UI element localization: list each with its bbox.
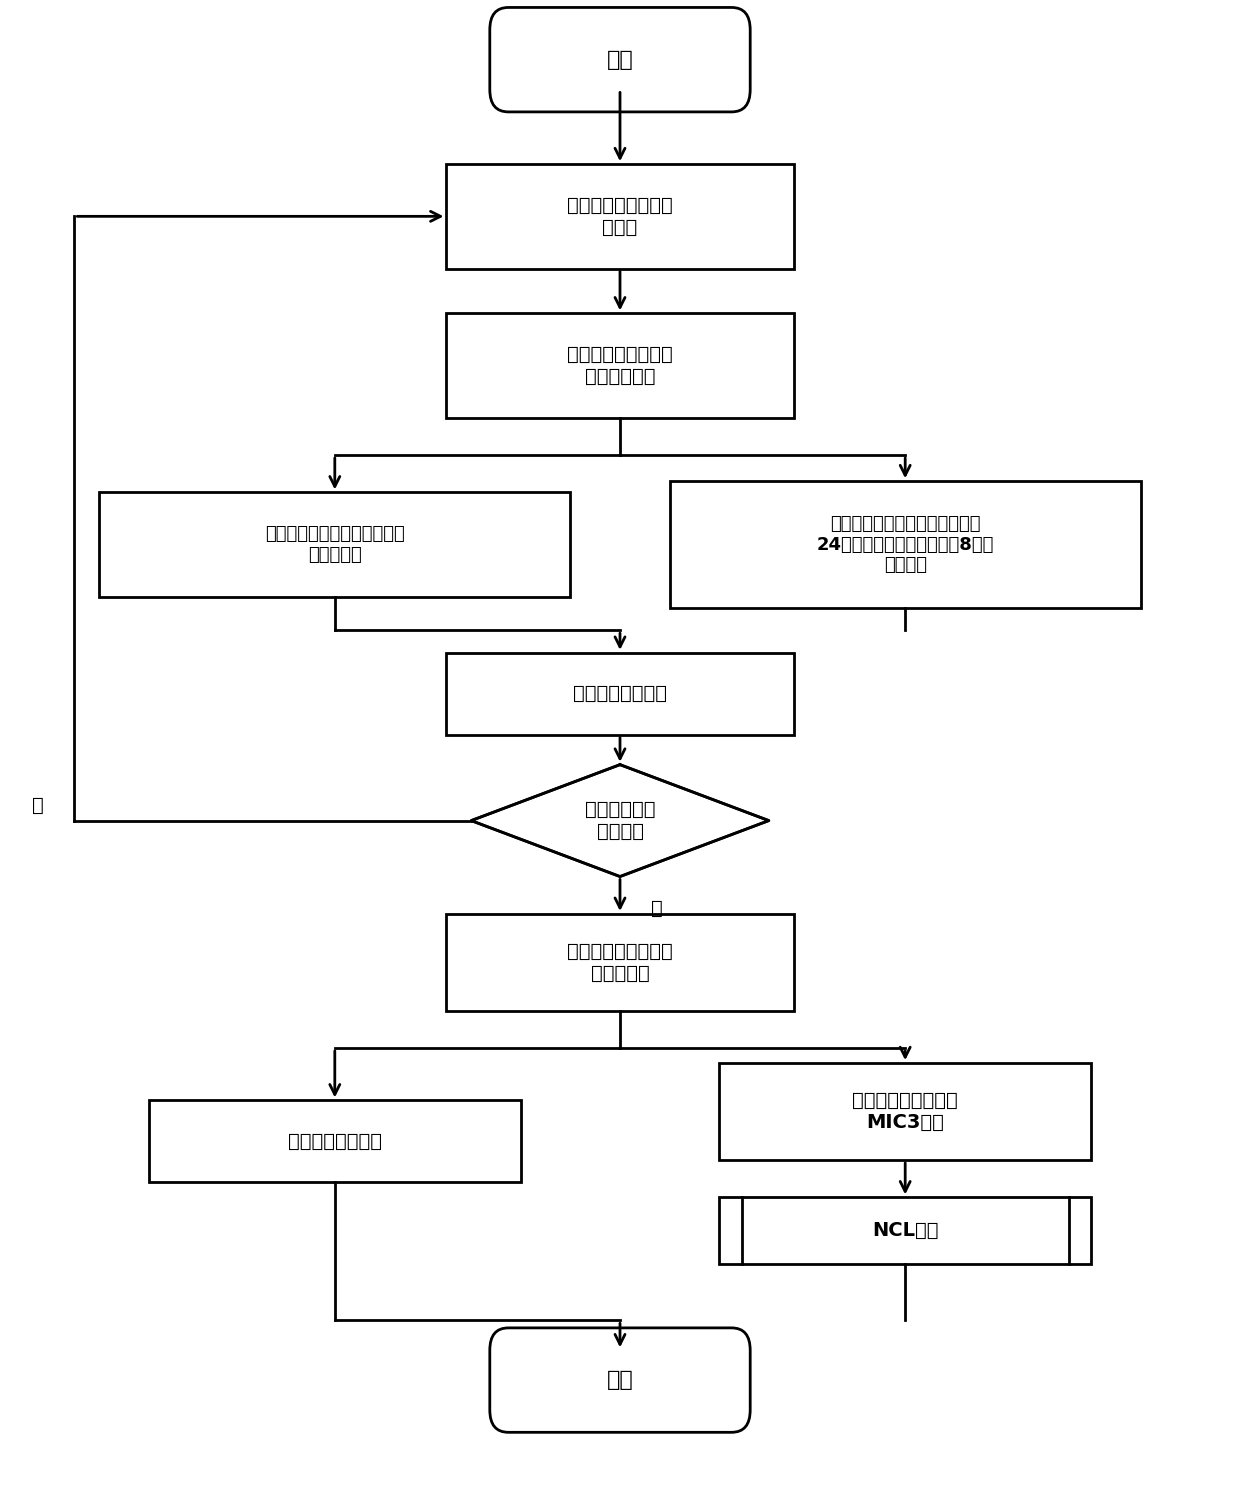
Bar <box>719 1062 1091 1161</box>
Bar <box>670 480 1141 609</box>
Bar <box>446 313 794 418</box>
Bar <box>446 913 794 1012</box>
Text: NCL出图: NCL出图 <box>872 1222 939 1240</box>
Text: 判断数据文件
是否完整: 判断数据文件 是否完整 <box>585 800 655 841</box>
Text: 计算采集时刻的各污染物的滑动
24小时平均浓度及臭氧滑动8小时
平均浓度: 计算采集时刻的各污染物的滑动 24小时平均浓度及臭氧滑动8小时 平均浓度 <box>816 515 994 574</box>
Text: 环境监测数据入库: 环境监测数据入库 <box>288 1132 382 1150</box>
Text: 查询采集时刻的小时数据表中
的监测数据: 查询采集时刻的小时数据表中 的监测数据 <box>265 525 404 564</box>
Polygon shape <box>471 764 769 876</box>
Text: 数据转换并统计入库
站点小时表: 数据转换并统计入库 站点小时表 <box>567 941 673 983</box>
Text: 是: 是 <box>651 898 662 918</box>
Text: 获取采集站数据所在
的小时数据表: 获取采集站数据所在 的小时数据表 <box>567 345 673 386</box>
Text: 查询所要采集站的站
点信息: 查询所要采集站的站 点信息 <box>567 195 673 237</box>
Text: 站点小时统计表生成
MIC3文件: 站点小时统计表生成 MIC3文件 <box>852 1091 959 1132</box>
Bar <box>446 164 794 269</box>
Bar <box>719 1197 1091 1265</box>
FancyBboxPatch shape <box>490 1328 750 1432</box>
FancyBboxPatch shape <box>490 7 750 112</box>
Bar <box>149 1101 521 1182</box>
Text: 否: 否 <box>32 797 43 815</box>
Bar <box>99 492 570 597</box>
Text: 开始: 开始 <box>606 49 634 70</box>
Bar <box>446 652 794 734</box>
Text: 结束: 结束 <box>606 1370 634 1391</box>
Text: 数据采集入临时表: 数据采集入临时表 <box>573 685 667 703</box>
